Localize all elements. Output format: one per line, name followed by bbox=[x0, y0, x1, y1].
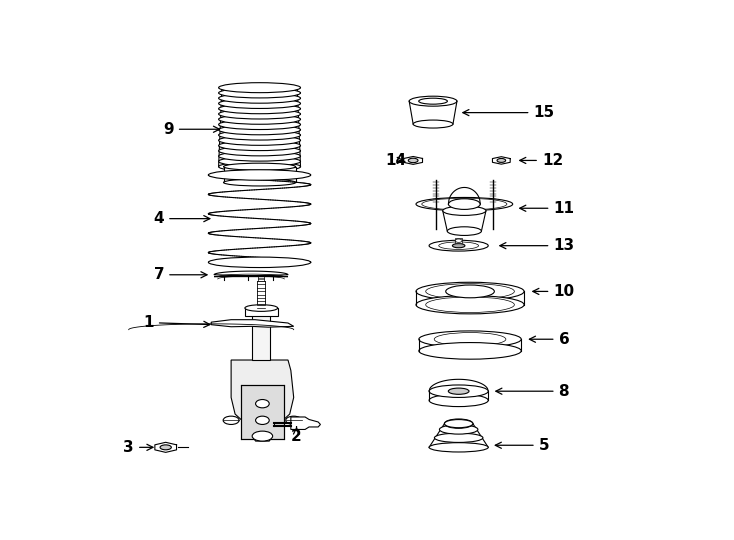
Text: 1: 1 bbox=[143, 315, 210, 330]
Ellipse shape bbox=[440, 425, 478, 434]
Text: 4: 4 bbox=[153, 211, 210, 226]
Ellipse shape bbox=[409, 96, 457, 106]
Text: 9: 9 bbox=[163, 122, 219, 137]
Ellipse shape bbox=[219, 93, 300, 103]
Polygon shape bbox=[155, 442, 177, 453]
Text: 10: 10 bbox=[533, 284, 575, 299]
Ellipse shape bbox=[435, 433, 483, 442]
Ellipse shape bbox=[413, 120, 453, 128]
Ellipse shape bbox=[419, 331, 521, 348]
Ellipse shape bbox=[219, 104, 300, 114]
Text: 8: 8 bbox=[496, 384, 569, 399]
Ellipse shape bbox=[447, 227, 482, 235]
Polygon shape bbox=[429, 379, 488, 391]
Text: 5: 5 bbox=[495, 438, 549, 453]
Ellipse shape bbox=[446, 285, 495, 298]
Polygon shape bbox=[443, 211, 486, 231]
Ellipse shape bbox=[219, 119, 300, 130]
Ellipse shape bbox=[435, 333, 506, 346]
Polygon shape bbox=[404, 157, 423, 164]
Ellipse shape bbox=[445, 420, 473, 428]
Ellipse shape bbox=[426, 297, 515, 313]
Ellipse shape bbox=[208, 170, 310, 180]
Ellipse shape bbox=[439, 242, 479, 249]
Text: 12: 12 bbox=[520, 153, 563, 168]
Ellipse shape bbox=[455, 239, 462, 242]
Polygon shape bbox=[291, 417, 321, 429]
Ellipse shape bbox=[497, 158, 506, 163]
Ellipse shape bbox=[224, 163, 296, 170]
Ellipse shape bbox=[408, 158, 418, 163]
Ellipse shape bbox=[419, 342, 521, 359]
Ellipse shape bbox=[429, 385, 488, 397]
Text: 6: 6 bbox=[529, 332, 570, 347]
Polygon shape bbox=[231, 360, 294, 441]
Ellipse shape bbox=[252, 431, 272, 441]
Ellipse shape bbox=[219, 157, 300, 166]
Ellipse shape bbox=[219, 161, 300, 172]
Ellipse shape bbox=[426, 284, 515, 299]
Ellipse shape bbox=[448, 199, 480, 210]
Bar bbox=[455, 238, 462, 243]
Text: 14: 14 bbox=[385, 153, 407, 168]
Ellipse shape bbox=[429, 240, 488, 251]
Ellipse shape bbox=[219, 98, 300, 109]
Ellipse shape bbox=[219, 114, 300, 124]
Ellipse shape bbox=[255, 400, 269, 408]
Ellipse shape bbox=[416, 282, 524, 301]
Ellipse shape bbox=[219, 125, 300, 135]
Ellipse shape bbox=[418, 98, 448, 104]
Ellipse shape bbox=[448, 388, 469, 394]
Ellipse shape bbox=[245, 305, 277, 312]
Ellipse shape bbox=[160, 445, 171, 450]
Polygon shape bbox=[214, 271, 288, 276]
Bar bbox=[245, 308, 277, 315]
Bar bbox=[241, 385, 284, 439]
Text: 2: 2 bbox=[291, 427, 302, 444]
Ellipse shape bbox=[452, 244, 465, 248]
Ellipse shape bbox=[445, 419, 473, 428]
Ellipse shape bbox=[286, 416, 302, 424]
Ellipse shape bbox=[224, 179, 296, 186]
Ellipse shape bbox=[223, 416, 239, 424]
Ellipse shape bbox=[219, 136, 300, 145]
Text: 11: 11 bbox=[520, 201, 575, 216]
Polygon shape bbox=[211, 320, 294, 327]
Ellipse shape bbox=[429, 443, 488, 452]
Ellipse shape bbox=[255, 416, 269, 424]
Ellipse shape bbox=[422, 198, 507, 210]
Ellipse shape bbox=[219, 109, 300, 119]
Ellipse shape bbox=[219, 88, 300, 98]
Text: 3: 3 bbox=[123, 440, 153, 455]
Text: 13: 13 bbox=[500, 238, 575, 253]
Polygon shape bbox=[493, 157, 510, 164]
Ellipse shape bbox=[219, 151, 300, 161]
Ellipse shape bbox=[208, 257, 310, 267]
Bar bbox=[224, 167, 296, 183]
Ellipse shape bbox=[219, 130, 300, 140]
Ellipse shape bbox=[416, 295, 524, 314]
Ellipse shape bbox=[219, 83, 300, 93]
Ellipse shape bbox=[219, 146, 300, 156]
Bar bbox=[252, 308, 270, 360]
Text: 15: 15 bbox=[463, 105, 555, 120]
Ellipse shape bbox=[416, 198, 513, 211]
Ellipse shape bbox=[219, 140, 300, 151]
Ellipse shape bbox=[443, 206, 486, 215]
Text: 7: 7 bbox=[153, 267, 207, 282]
Ellipse shape bbox=[429, 394, 488, 407]
